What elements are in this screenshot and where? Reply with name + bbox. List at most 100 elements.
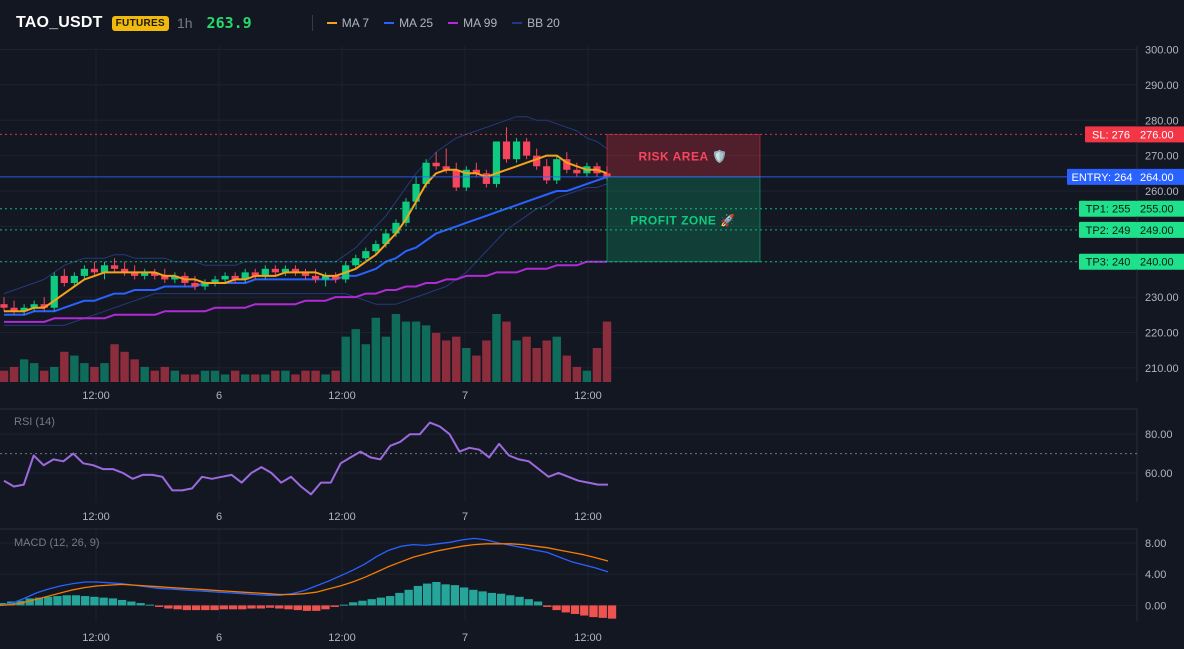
legend-item[interactable]: MA 25 [384,16,433,30]
macd-histogram-bar [238,605,247,610]
x-tick-label: 12:00 [574,632,602,644]
trade-overlay: RISK AREA 🛡️ PROFIT ZONE 🚀 SL: 276 276.00 EN… [0,126,1184,270]
macd-histogram-bar [108,598,118,606]
volume-bar [452,336,461,382]
macd-histogram-bar [62,595,71,606]
ma7-line [4,154,608,313]
macd-histogram-bar [459,587,469,606]
volume-bar [140,366,149,382]
volume-bar [421,325,431,382]
volume-bar [0,370,9,382]
volume-bar [70,355,79,382]
x-tick-label: 12:00 [328,632,356,644]
y-tick-label: 290.00 [1145,80,1179,92]
macd-histogram-bar [265,605,275,608]
macd-histogram-bar [570,605,580,614]
candle-body [332,275,340,280]
macd-histogram-bar [561,605,570,613]
volume-bar [441,340,451,382]
timeframe-label[interactable]: 1h [176,15,193,31]
macd-pane[interactable]: 0.00 4.00 8.00 MACD (12, 26, 9) 12:00 6 12:00 7… [0,261,1166,644]
volume-bar [552,336,561,382]
x-tick-label: 7 [462,632,468,644]
macd-histogram-bar [53,596,62,606]
candle-body [90,268,99,273]
volume-bar [261,374,270,382]
volume-bar [120,351,129,382]
volume-bar [39,370,49,382]
axis-price-tag [1137,253,1184,270]
volume-bar [50,366,59,382]
volume-bar [271,370,280,382]
macd-histogram-bar [349,602,358,606]
volume-bar [502,321,511,382]
rsi-pane[interactable]: 60.00 80.00 RSI (14) 12:00 6 12:00 7 12:00 [0,140,1173,523]
candle-body [251,272,259,276]
y-tick-label: 210.00 [1145,363,1179,375]
price-pane[interactable]: 210.00220.00230.00240.00250.00260.00270.… [0,19,1179,402]
volume-bar [482,340,491,382]
macd-histogram-bar [422,583,432,606]
macd-histogram-bar [367,599,376,606]
macd-histogram-bar [321,605,330,610]
candle-body [573,169,581,174]
volume-bar [361,344,371,382]
macd-histogram-bar [25,598,34,606]
volume-bar [532,348,541,382]
candle-body [392,222,400,234]
candle-body [372,244,380,252]
macd-histogram-bar [71,595,81,606]
macd-histogram-bar [395,592,404,606]
y-tick-label: 230.00 [1145,292,1179,304]
y-tick-label: 80.00 [1145,429,1173,441]
volume-bar [19,359,29,382]
volume-bar [251,374,260,382]
legend-item[interactable]: MA 99 [448,16,497,30]
macd-histogram-bar [506,595,515,606]
legend-item[interactable]: MA 7 [326,16,369,30]
macd-histogram-bar [450,585,460,606]
ma99-line [4,260,607,323]
volume-bar [190,374,200,382]
macd-histogram-bar [589,605,598,618]
macd-histogram-bar [284,605,293,610]
axis-price-label: 249.00 [1140,225,1174,237]
x-tick-label: 7 [462,390,468,402]
candle-body [291,268,300,273]
chart-header: TAO_USDT FUTURES 1h 263.9 MA 7 MA 25 MA 99… [0,0,1184,46]
macd-histogram-bar [154,605,164,607]
candle-body [553,159,561,181]
macd-histogram-bar [339,604,349,606]
volume-bar [291,374,300,382]
macd-histogram-bar [552,605,561,611]
axis-price-label: 276.00 [1140,129,1174,141]
macd-histogram-bar [330,605,339,607]
volume-bar [311,370,320,382]
candle-body [30,304,38,308]
legend-swatch-icon [384,22,395,24]
volume-bar [100,363,109,382]
candle-body [281,268,290,273]
volume-bar [391,314,401,382]
legend-item[interactable]: BB 20 [512,16,560,30]
volume-bar [321,374,330,382]
volume-bar [602,321,612,382]
symbol-name[interactable]: TAO_USDT [16,14,103,31]
volume-bar [381,336,391,382]
legend-swatch-icon [512,22,523,24]
candle-body [432,162,440,167]
macd-histogram-bar [543,605,552,607]
macd-line [0,537,609,607]
candle-body [311,275,320,280]
volume-bar [230,370,240,382]
last-price: 263.9 [206,14,252,32]
volume-bar [341,336,350,382]
rsi-line [3,421,608,496]
candle-body [412,183,420,202]
volume-bar [522,336,531,382]
candle-body [512,141,521,160]
rsi-pane-background [0,409,1137,502]
candle-body [543,166,551,181]
candle-body [533,155,541,167]
